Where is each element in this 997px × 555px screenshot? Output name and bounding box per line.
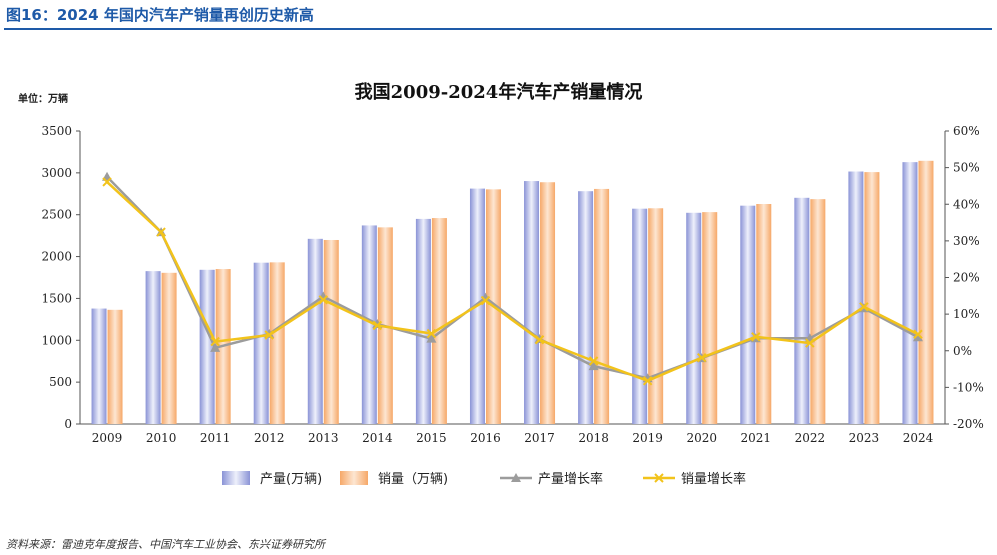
bar-production	[361, 225, 377, 424]
line-production-growth	[106, 175, 919, 380]
x-tick-label: 2014	[362, 431, 393, 445]
y-right-tick-label: 0%	[953, 344, 972, 358]
marker-sales-growth	[913, 329, 923, 339]
x-tick-label: 2015	[416, 431, 447, 445]
bar-production	[524, 181, 540, 424]
marker-sales-growth	[534, 335, 545, 345]
marker-production-growth	[210, 342, 221, 352]
bar-production	[686, 212, 702, 424]
y-left-tick-label: 3500	[41, 124, 72, 138]
marker-production-growth	[588, 361, 599, 371]
bar-production	[848, 171, 864, 424]
legend-production-swatch	[222, 471, 250, 485]
x-tick-label: 2023	[849, 431, 880, 445]
unit-label: 单位：万辆	[18, 94, 68, 105]
x-tick-label: 2019	[632, 431, 663, 445]
bar-production	[145, 271, 161, 424]
bar-production	[578, 191, 594, 424]
x-tick-label: 2024	[903, 431, 934, 445]
marker-sales-growth	[859, 302, 869, 312]
x-tick-label: 2018	[578, 431, 609, 445]
y-right-tick-label: 10%	[953, 307, 980, 321]
marker-sales-growth	[210, 336, 220, 347]
legend-sales-label: 销量（万辆)	[378, 472, 448, 487]
bar-production	[415, 218, 431, 424]
marker-sales-growth	[426, 328, 437, 339]
legend-production-growth-marker	[511, 473, 521, 482]
figure-title: 图16：2024 年国内汽车产销量再创历史新高	[6, 6, 314, 24]
bar-sales	[431, 218, 447, 424]
marker-sales-growth	[102, 177, 112, 187]
x-tick-label: 2016	[470, 431, 501, 445]
bar-production	[740, 205, 756, 424]
y-right-tick-label: 40%	[953, 197, 980, 211]
bar-sales	[107, 309, 123, 424]
bar-production	[199, 269, 215, 424]
y-left-tick-label: 2500	[41, 208, 72, 222]
y-left-tick-label: 2000	[41, 250, 72, 264]
bar-sales	[702, 212, 718, 424]
bar-production	[307, 238, 323, 424]
y-left-tick-label: 1500	[41, 291, 72, 305]
marker-sales-growth	[480, 295, 491, 306]
marker-sales-growth	[588, 356, 599, 366]
bar-sales	[648, 208, 664, 424]
marker-sales-growth	[805, 338, 815, 348]
x-tick-label: 2011	[200, 431, 231, 445]
y-left-tick-label: 1000	[41, 333, 72, 347]
marker-sales-growth	[372, 320, 383, 331]
x-tick-label: 2009	[92, 431, 123, 445]
legend-production-label: 产量(万辆)	[260, 472, 322, 487]
y-right-tick-label: 20%	[953, 271, 980, 285]
legend-sales-swatch	[340, 471, 368, 485]
bar-production	[632, 208, 648, 424]
bar-production	[91, 308, 107, 424]
y-left-tick-label: 500	[49, 375, 72, 389]
bar-production	[902, 162, 918, 424]
chart-title: 我国2009-2024年汽车产销量情况	[354, 82, 643, 103]
marker-sales-growth	[264, 330, 274, 340]
bar-sales	[918, 160, 934, 424]
y-left-tick-label: 3000	[41, 166, 72, 180]
y-right-tick-label: 30%	[953, 234, 980, 248]
legend-sales-growth-marker	[654, 473, 664, 483]
title-divider	[4, 28, 992, 30]
marker-sales-growth	[156, 227, 166, 237]
y-left-tick-label: 0	[64, 417, 72, 431]
x-tick-label: 2012	[254, 431, 285, 445]
marker-sales-growth	[697, 353, 707, 363]
bar-sales	[269, 262, 285, 424]
x-tick-label: 2021	[741, 431, 772, 445]
chart-svg: 0 500 1000 1500 2000 2500 3000 3500 -20% -10% 0% 10…	[41, 124, 984, 487]
x-tick-label: 2010	[146, 431, 177, 445]
legend-sales-growth-label: 销量增长率	[681, 471, 746, 487]
x-tick-label: 2022	[795, 431, 826, 445]
bar-sales	[161, 272, 177, 424]
bar-sales	[323, 239, 339, 424]
legend-production-growth-label: 产量增长率	[538, 471, 603, 487]
bar-production	[794, 197, 810, 424]
y-right-tick-label: 60%	[953, 124, 980, 138]
marker-production-growth	[426, 333, 437, 343]
bar-sales	[864, 172, 880, 424]
y-right-tick-label: -20%	[953, 417, 984, 431]
y-right-tick-label: -10%	[953, 380, 984, 394]
x-tick-label: 2017	[524, 431, 555, 445]
marker-sales-growth	[318, 295, 328, 305]
marker-sales-growth	[751, 332, 761, 342]
x-tick-label: 2013	[308, 431, 339, 445]
line-sales-growth	[106, 180, 919, 383]
marker-sales-growth	[642, 376, 653, 386]
chart-area: 单位：万辆 我国2009-2024年汽车产销量情况 0 500 1000 1500 20…	[0, 62, 997, 542]
bar-sales	[810, 199, 826, 424]
bar-sales	[756, 203, 772, 424]
y-right-tick-label: 50%	[953, 161, 980, 175]
x-tick-label: 2020	[686, 431, 717, 445]
bar-production	[253, 262, 269, 424]
bar-sales	[594, 188, 610, 424]
bar-sales	[540, 182, 556, 424]
marker-production-growth	[912, 332, 923, 342]
source-note: 资料来源：雷迪克年度报告、中国汽车工业协会、东兴证券研究所	[6, 538, 325, 551]
